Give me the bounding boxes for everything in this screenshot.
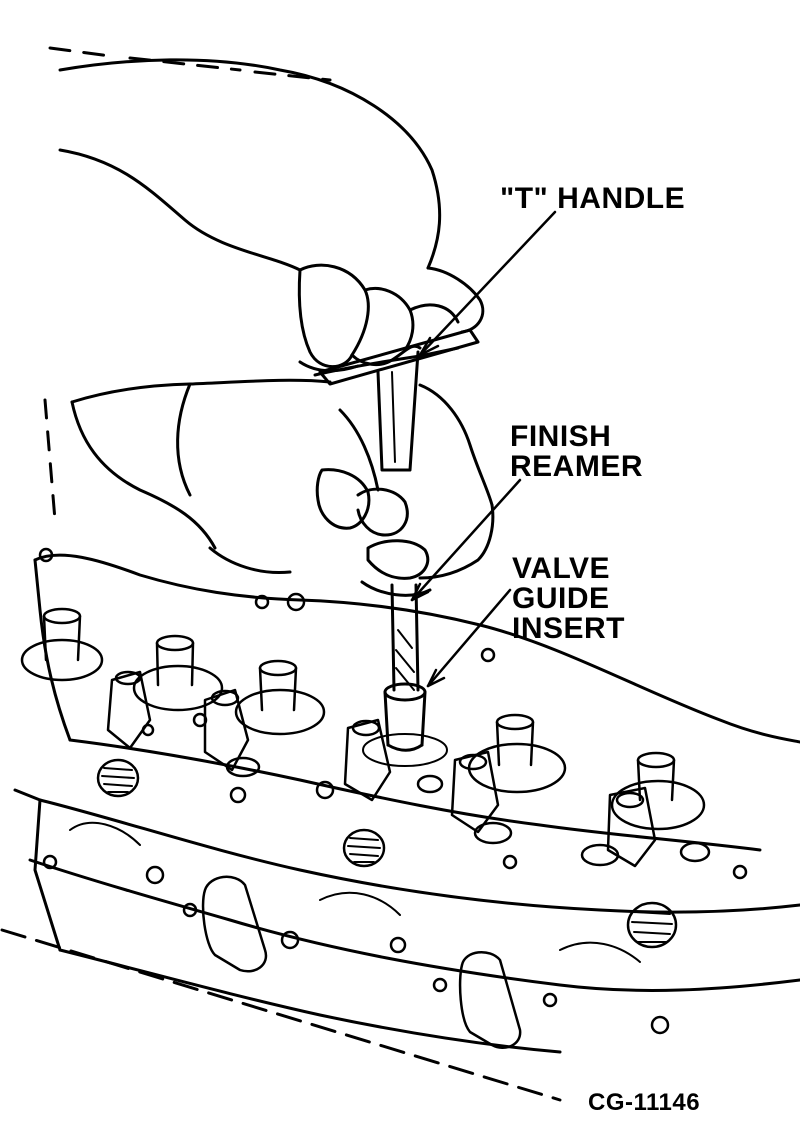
- rocker-bosses: [106, 670, 657, 868]
- valve-guide-insert-line-2: GUIDE: [512, 582, 610, 615]
- upper-hand: [58, 58, 485, 377]
- cylinder-head-outline: [13, 553, 800, 1054]
- bolt-holes: [38, 547, 748, 1035]
- figure-code: CG-11146: [588, 1089, 701, 1116]
- finish-reamer-shape: [390, 583, 420, 692]
- valve-bosses: [20, 607, 706, 831]
- finish-reamer-label: FINISH REAMER: [510, 422, 643, 482]
- ports: [69, 821, 641, 1049]
- lower-hand: [70, 378, 495, 597]
- valve-guide-insert-shape: [362, 682, 448, 767]
- finish-reamer-line-2: REAMER: [510, 450, 644, 483]
- valve-guide-insert-line-3: INSERT: [512, 612, 626, 645]
- valve-guide-insert-line-1: VALVE: [512, 552, 611, 585]
- threaded-plugs: [96, 758, 711, 949]
- left-dashed-line: [43, 398, 57, 522]
- valve-guide-insert-label: VALVE GUIDE INSERT: [512, 554, 625, 644]
- t-handle-shape: [318, 328, 480, 472]
- leader-lines: [410, 210, 557, 688]
- t-handle-label: "T" HANDLE: [500, 182, 686, 215]
- finish-reamer-line-1: FINISH: [510, 420, 612, 453]
